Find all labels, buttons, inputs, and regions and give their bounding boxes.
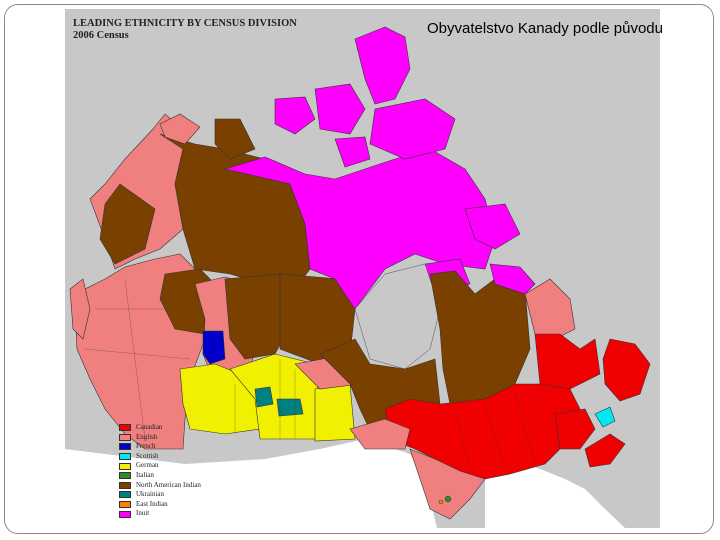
region-indian-nw-strip xyxy=(99,183,156,265)
legend-label: German xyxy=(136,461,159,470)
legend-swatch xyxy=(119,481,131,489)
region-canadian-nb xyxy=(554,408,596,450)
slide-title: Obyvatelstvo Kanady podle původu xyxy=(427,20,663,37)
region-english-yukon-north xyxy=(159,113,201,145)
legend-swatch xyxy=(119,462,131,470)
legend-item: German xyxy=(119,461,201,471)
legend-swatch xyxy=(119,501,131,509)
legend-label: North American Indian xyxy=(136,480,201,489)
region-canadian-newfoundland xyxy=(602,338,651,402)
region-german-manitoba xyxy=(314,383,356,442)
legend-label: French xyxy=(136,442,156,451)
map-legend: Canadian English French Scottish German Itali… xyxy=(119,423,201,519)
legend-label: Canadian xyxy=(136,423,163,431)
region-inuit-nunavik xyxy=(489,263,536,295)
region-canadian-ns xyxy=(584,433,626,468)
legend-label: East Indian xyxy=(136,499,168,508)
legend-label: Italian xyxy=(136,470,154,479)
legend-label: Scottish xyxy=(136,451,159,460)
map-title-line2: 2006 Census xyxy=(73,30,129,41)
region-english-nw-ontario xyxy=(349,418,411,450)
legend-item: Ukrainian xyxy=(119,490,201,500)
region-english-coast xyxy=(69,278,91,340)
region-inuit-nunavut xyxy=(223,148,496,310)
legend-item: Canadian xyxy=(119,423,201,433)
region-inuit-baffin-south xyxy=(464,203,521,250)
legend-swatch xyxy=(119,510,131,518)
region-inuit-island-5 xyxy=(334,136,371,168)
usa-land-east xyxy=(485,467,625,528)
usa-land xyxy=(65,439,437,528)
hudson-bay xyxy=(354,263,441,370)
legend-item: English xyxy=(119,433,201,443)
legend-item: East Indian xyxy=(119,500,201,510)
region-east-indian-peel xyxy=(438,499,444,505)
region-english-ontario-south xyxy=(409,448,486,520)
region-inuit-island-4 xyxy=(274,96,316,135)
legend-swatch xyxy=(119,433,131,441)
region-inuit-island-1 xyxy=(354,26,411,105)
legend-label: Ukrainian xyxy=(136,490,164,499)
region-indian-quebec xyxy=(429,270,531,405)
legend-item: French xyxy=(119,442,201,452)
map-title-line1: LEADING ETHNICITY BY CENSUS DIVISION xyxy=(73,18,297,29)
region-canadian-labrador xyxy=(534,333,601,390)
ethnicity-map: LEADING ETHNICITY BY CENSUS DIVISION 200… xyxy=(65,9,660,528)
legend-swatch xyxy=(119,453,131,461)
legend-swatch xyxy=(119,472,131,480)
region-inuit-island-3 xyxy=(369,98,456,160)
legend-item: Scottish xyxy=(119,452,201,462)
region-ukrainian-sask xyxy=(254,386,274,408)
legend-item: Inuit xyxy=(119,509,201,519)
region-french-alberta xyxy=(202,330,226,365)
legend-label: English xyxy=(136,432,158,441)
legend-item: North American Indian xyxy=(119,481,201,491)
legend-item: Italian xyxy=(119,471,201,481)
legend-swatch xyxy=(119,491,131,499)
region-inuit-island-2 xyxy=(314,83,366,135)
canada-map-graphic xyxy=(65,26,651,528)
map-title: LEADING ETHNICITY BY CENSUS DIVISION 200… xyxy=(73,18,297,42)
legend-swatch xyxy=(119,424,131,432)
region-ukrainian-manitoba xyxy=(276,398,304,417)
legend-swatch xyxy=(119,443,131,451)
region-english-labrador xyxy=(524,278,576,340)
region-italian-toronto xyxy=(444,495,452,503)
region-scottish-ns xyxy=(594,406,616,428)
legend-label: Inuit xyxy=(136,509,150,518)
region-indian-banks xyxy=(214,118,256,160)
